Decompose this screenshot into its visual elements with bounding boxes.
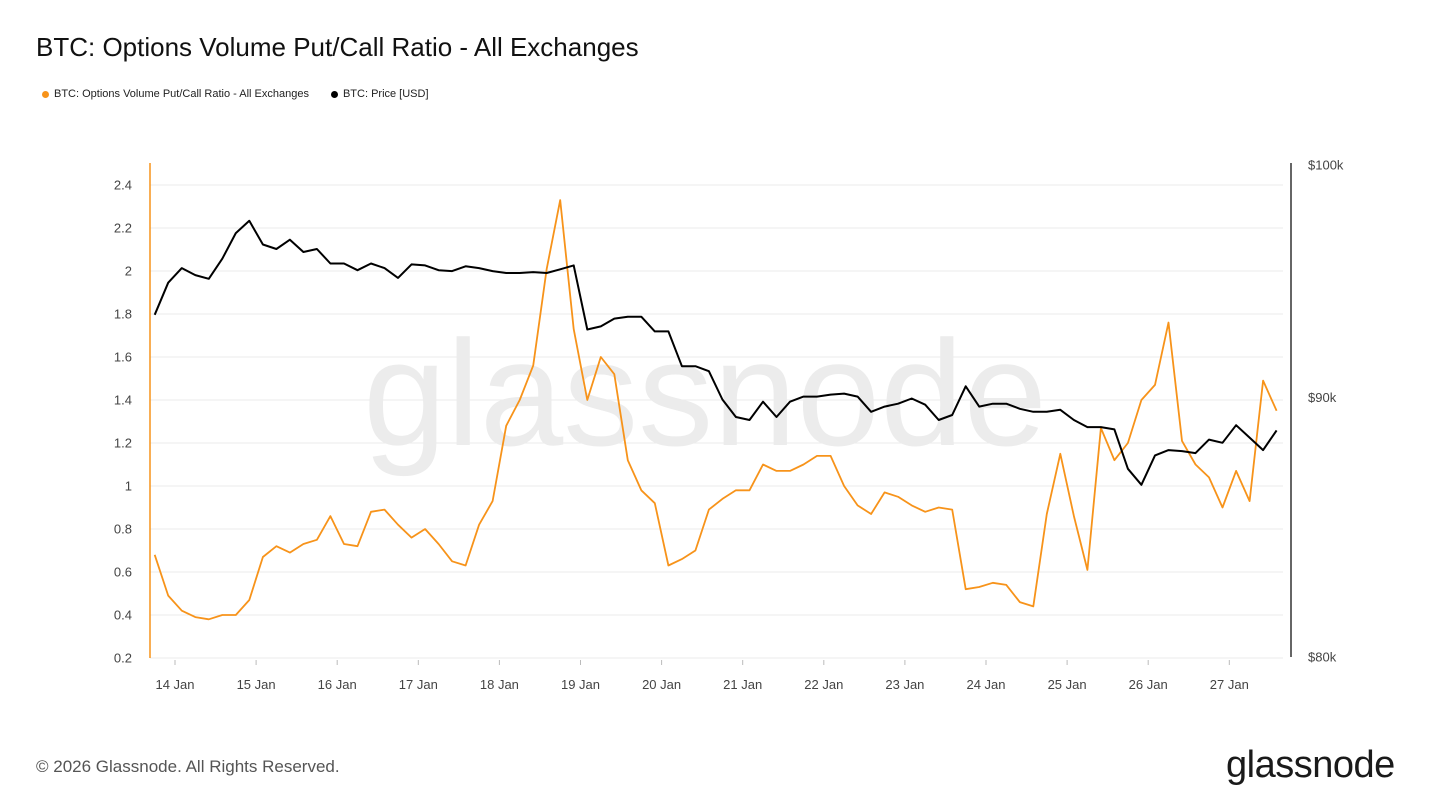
x-tick-label: 20 Jan (642, 677, 681, 692)
x-tick-label: 25 Jan (1048, 677, 1087, 692)
x-tick-label: 24 Jan (966, 677, 1005, 692)
x-tick-label: 21 Jan (723, 677, 762, 692)
x-axis: 14 Jan 15 Jan 16 Jan 17 Jan 18 Jan 19 Jan 20 J… (155, 660, 1249, 692)
left-tick-label: 1.8 (114, 307, 132, 322)
left-tick-label: 0.4 (114, 608, 132, 623)
left-tick-label: 2.2 (114, 221, 132, 236)
right-tick-label: $80k (1308, 650, 1337, 665)
x-tick-label: 18 Jan (480, 677, 519, 692)
btc-price-line (153, 219, 1278, 486)
legend-label-ratio: BTC: Options Volume Put/Call Ratio - All… (54, 88, 309, 100)
left-axis: 0.2 0.4 0.6 0.8 1 1.2 1.4 1.6 1.8 2 2.2 2.4 (114, 163, 151, 666)
put-call-ratio-line (153, 199, 1278, 621)
right-tick-label: $100k (1308, 158, 1344, 173)
x-tick-label: 27 Jan (1210, 677, 1249, 692)
legend-dot-price (330, 90, 338, 98)
left-tick-label: 1 (125, 479, 132, 494)
right-axis: $80k $90k $100k (1290, 158, 1344, 665)
x-tick-label: 19 Jan (561, 677, 600, 692)
legend-item-ratio[interactable]: BTC: Options Volume Put/Call Ratio - All… (42, 88, 309, 100)
x-tick-label: 16 Jan (318, 677, 357, 692)
legend: BTC: Options Volume Put/Call Ratio - All… (42, 88, 429, 100)
left-tick-label: 2.4 (114, 178, 132, 193)
legend-item-price[interactable]: BTC: Price [USD] (330, 88, 429, 100)
chart-title: BTC: Options Volume Put/Call Ratio - All… (36, 32, 639, 62)
x-tick-label: 22 Jan (804, 677, 843, 692)
left-tick-label: 2 (125, 264, 132, 279)
left-tick-label: 0.8 (114, 522, 132, 537)
series-lines (153, 199, 1278, 621)
x-tick-label: 14 Jan (155, 677, 194, 692)
glassnode-logo: glassnode (1226, 744, 1395, 786)
left-tick-label: 0.6 (114, 565, 132, 580)
gridlines (150, 184, 1283, 659)
legend-dot-ratio (42, 90, 49, 98)
left-tick-label: 1.6 (114, 350, 132, 365)
x-tick-label: 15 Jan (237, 677, 276, 692)
x-tick-label: 26 Jan (1129, 677, 1168, 692)
watermark: glassnode (363, 309, 1047, 477)
left-tick-label: 0.2 (114, 651, 132, 666)
x-tick-label: 17 Jan (399, 677, 438, 692)
legend-label-price: BTC: Price [USD] (342, 88, 429, 100)
right-tick-label: $90k (1308, 390, 1337, 405)
copyright-footer: © 2026 Glassnode. All Rights Reserved. (36, 757, 340, 776)
left-tick-label: 1.2 (114, 436, 132, 451)
x-tick-label: 23 Jan (885, 677, 924, 692)
left-tick-label: 1.4 (114, 393, 132, 408)
